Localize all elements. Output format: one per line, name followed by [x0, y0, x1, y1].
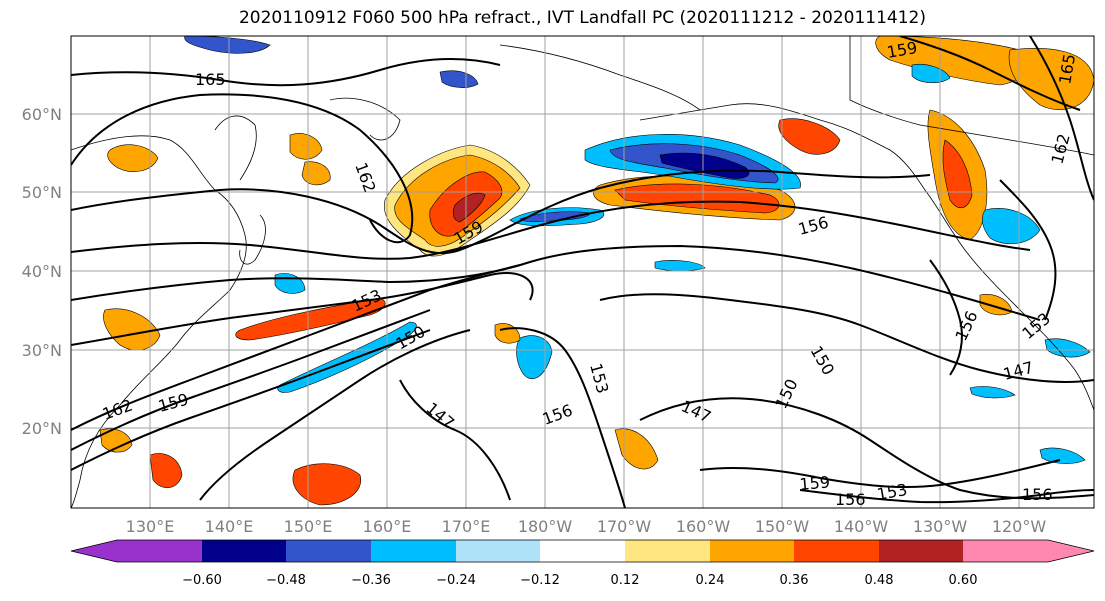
- contour-label: 156: [1022, 485, 1053, 504]
- anomaly-positive-region: [1008, 48, 1094, 110]
- lon-label: 130°E: [126, 517, 175, 536]
- lon-label: 140°E: [205, 517, 254, 536]
- colorbar-tick: −0.12: [520, 573, 560, 588]
- colorbar-tick: −0.36: [351, 573, 391, 588]
- colorbar-tick: −0.48: [266, 573, 306, 588]
- colorbar-segment: [371, 540, 456, 562]
- colorbar-segment: [117, 540, 202, 562]
- anomaly-positive-region: [942, 139, 973, 208]
- shaded-anomalies: [99, 36, 1094, 506]
- colorbar-segment: [794, 540, 879, 562]
- lat-label: 40°N: [22, 262, 62, 281]
- latitude-labels: 60°N 50°N 40°N 30°N 20°N: [22, 105, 62, 438]
- anomaly-positive-region: [289, 133, 323, 160]
- anomaly-negative-region: [184, 36, 271, 54]
- colorbar-segment: [202, 540, 286, 562]
- colorbar-segment: [625, 540, 710, 562]
- colorbar-tick: 0.12: [611, 573, 640, 588]
- colorbar-segment: [71, 540, 117, 562]
- anomaly-positive-region: [149, 453, 183, 488]
- anomaly-positive-region: [103, 308, 161, 351]
- anomaly-negative-region: [654, 260, 706, 272]
- contour-label: 159: [799, 472, 831, 494]
- anomaly-negative-region: [519, 211, 591, 222]
- anomaly-positive-region: [107, 144, 159, 172]
- colorbar-tick: 0.36: [780, 573, 809, 588]
- anomaly-negative-region: [659, 152, 750, 179]
- coastlines: [71, 36, 1094, 508]
- anomaly-negative-region: [439, 70, 479, 88]
- colorbar-segment: [710, 540, 794, 562]
- lon-label: 130°W: [913, 517, 968, 536]
- colorbar-segment: [1048, 540, 1094, 562]
- colorbar-segment: [963, 540, 1048, 562]
- colorbar-segment: [540, 540, 625, 562]
- anomaly-negative-region: [981, 208, 1041, 245]
- anomaly-positive-region: [452, 192, 486, 223]
- map-panel: 165 162 159 156 153 150 147 156 153 150 …: [70, 35, 1095, 509]
- lat-label: 30°N: [22, 341, 62, 360]
- map-background: [71, 36, 1094, 508]
- map-frame: [70, 35, 1095, 509]
- colorbar-segment: [456, 540, 540, 562]
- longitude-labels: 130°E 140°E 150°E 160°E 170°E 180°W 170°…: [126, 517, 1047, 536]
- anomaly-positive-region: [778, 118, 841, 155]
- lon-label: 180°W: [518, 517, 573, 536]
- colorbar-segment: [286, 540, 371, 562]
- anomaly-negative-region: [1039, 447, 1086, 464]
- colorbar-segment: [879, 540, 963, 562]
- lat-label: 20°N: [22, 419, 62, 438]
- lon-label: 150°W: [755, 517, 810, 536]
- lon-label: 140°W: [834, 517, 889, 536]
- lat-label: 60°N: [22, 105, 62, 124]
- anomaly-positive-region: [235, 297, 386, 341]
- lon-label: 150°E: [284, 517, 333, 536]
- colorbar-tick: −0.24: [436, 573, 476, 588]
- colorbar-tick: 0.24: [696, 573, 725, 588]
- lon-label: 170°E: [442, 517, 491, 536]
- lat-label: 50°N: [22, 183, 62, 202]
- anomaly-positive-region: [301, 161, 331, 186]
- anomaly-positive-region: [292, 463, 362, 506]
- contour-label: 165: [195, 70, 226, 89]
- contour-labels: 165 162 159 156 153 150 147 156 153 150 …: [100, 38, 1079, 509]
- contour-label: 156: [835, 490, 866, 509]
- anomaly-negative-region: [969, 386, 1016, 399]
- lon-label: 160°E: [363, 517, 412, 536]
- colorbar-tick: 0.48: [865, 573, 894, 588]
- refractivity-contours: [71, 36, 1094, 508]
- anomaly-negative-region: [516, 335, 553, 380]
- lon-label: 120°W: [992, 517, 1047, 536]
- lon-label: 170°W: [597, 517, 652, 536]
- colorbar-tick: 0.60: [949, 573, 978, 588]
- colorbar-outline: [70, 539, 1095, 563]
- anomaly-positive-region: [614, 428, 659, 470]
- colorbar: −0.60 −0.48 −0.36 −0.24 −0.12 0.12 0.24 …: [70, 539, 1095, 588]
- anomaly-positive-region: [875, 36, 1031, 86]
- anomaly-negative-region: [1044, 338, 1091, 358]
- colorbar-tick: −0.60: [182, 573, 222, 588]
- lon-label: 160°W: [676, 517, 731, 536]
- map-title: 2020110912 F060 500 hPa refract., IVT La…: [238, 8, 926, 28]
